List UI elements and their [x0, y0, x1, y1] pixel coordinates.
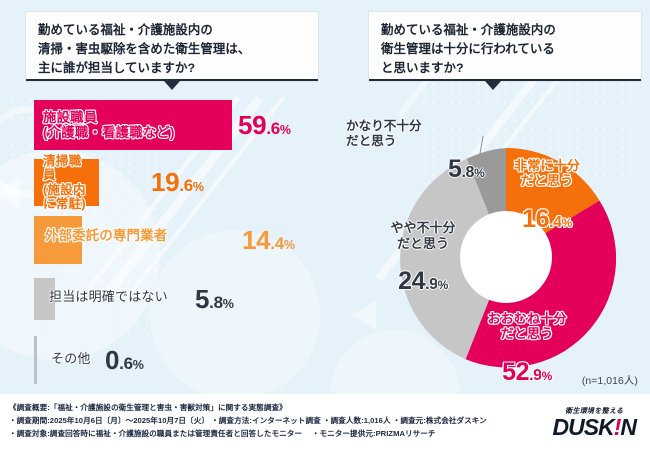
- logo-wordmark: DUSK!N: [552, 414, 637, 440]
- donut-hole: [460, 211, 552, 303]
- bar-value: 14.4%: [242, 224, 295, 255]
- pie-label-very-insufficient: かなり不十分 だと思う: [346, 118, 422, 148]
- pie-label-somewhat-insufficient: やや不十分 だと思う 24.9%: [390, 220, 456, 296]
- bar-fill: その他: [34, 336, 90, 384]
- logo-tagline: 衛生環境を整える: [565, 408, 624, 415]
- question-underline-right: [369, 79, 641, 81]
- pie-slice-somewhat-insufficient: [400, 158, 506, 360]
- bar-label: 外部委託の専門業者: [45, 228, 168, 243]
- donut-svg: [400, 147, 617, 368]
- bar-fill: 外部委託の専門業者: [34, 216, 167, 264]
- question-box-left: 勤めている福祉・介護施設内の 清掃・害虫駆除を含めた衛生管理は、 主に誰が担当し…: [26, 12, 318, 81]
- bar-label: 施設職員 (介護職・看護職など): [43, 110, 175, 140]
- question-pointer-left: [164, 81, 180, 90]
- bar-value: 19.6%: [151, 167, 204, 197]
- question-box-right: 勤めている福祉・介護施設内の 衛生管理は十分に行われている と思いますか?: [369, 12, 641, 81]
- question-pointer-right: [485, 81, 501, 90]
- sample-size-note: (n=1,016人): [581, 376, 638, 387]
- bar-row: その他 0.6%: [34, 336, 144, 384]
- bar-row: 清掃職員 (施設内に常駐) 19.6%: [34, 154, 204, 211]
- bar-row: 施設職員 (介護職・看護職など) 59.6%: [34, 100, 291, 150]
- bar-value: 59.6%: [238, 109, 291, 140]
- pie-label-mostly-sufficient: おおむね十分 だと思う 52.9%: [487, 310, 567, 387]
- question-underline-left: [26, 79, 318, 81]
- question-text-left: 勤めている福祉・介護施設内の 清掃・害虫駆除を含めた衛生管理は、 主に誰が担当し…: [38, 23, 251, 75]
- survey-note: 《調査概要:「福祉・介護施設の衛生管理と害虫・害獣対策」に関する実態調査》 ・調…: [9, 403, 487, 439]
- bar-fill: 施設職員 (介護職・看護職など): [34, 100, 232, 150]
- bar-value: 0.6%: [105, 344, 144, 375]
- bar-row: 担当は明確ではない 5.8%: [34, 278, 234, 320]
- pie-chart-right: [386, 138, 626, 376]
- question-text-right: 勤めている福祉・介護施設内の 衛生管理は十分に行われている と思いますか?: [381, 23, 556, 75]
- bar-chart-left: 施設職員 (介護職・看護職など) 59.6% 清掃職員 (施設内に常駐) 19.…: [0, 96, 330, 392]
- bar-label: その他: [51, 351, 91, 366]
- pie-label-very-sufficient: 非常に十分 だと思う 16.4%: [514, 157, 580, 234]
- bar-row: 外部委託の専門業者 14.4%: [34, 216, 295, 264]
- bar-label: 担当は明確ではない: [49, 289, 168, 304]
- bar-fill: 担当は明確ではない: [34, 278, 168, 320]
- bar-value: 5.8%: [195, 283, 234, 314]
- pie-value-very-insufficient: 5.8%: [448, 154, 485, 183]
- footer-bar: 《調査概要:「福祉・介護施設の衛生管理と害虫・害獣対策」に関する実態調査》 ・調…: [0, 394, 650, 450]
- bar-fill: 清掃職員 (施設内に常駐): [34, 154, 99, 211]
- duskin-logo: 衛生環境を整える DUSK!N: [552, 406, 637, 440]
- bar-label: 清掃職員 (施設内に常駐): [43, 154, 86, 211]
